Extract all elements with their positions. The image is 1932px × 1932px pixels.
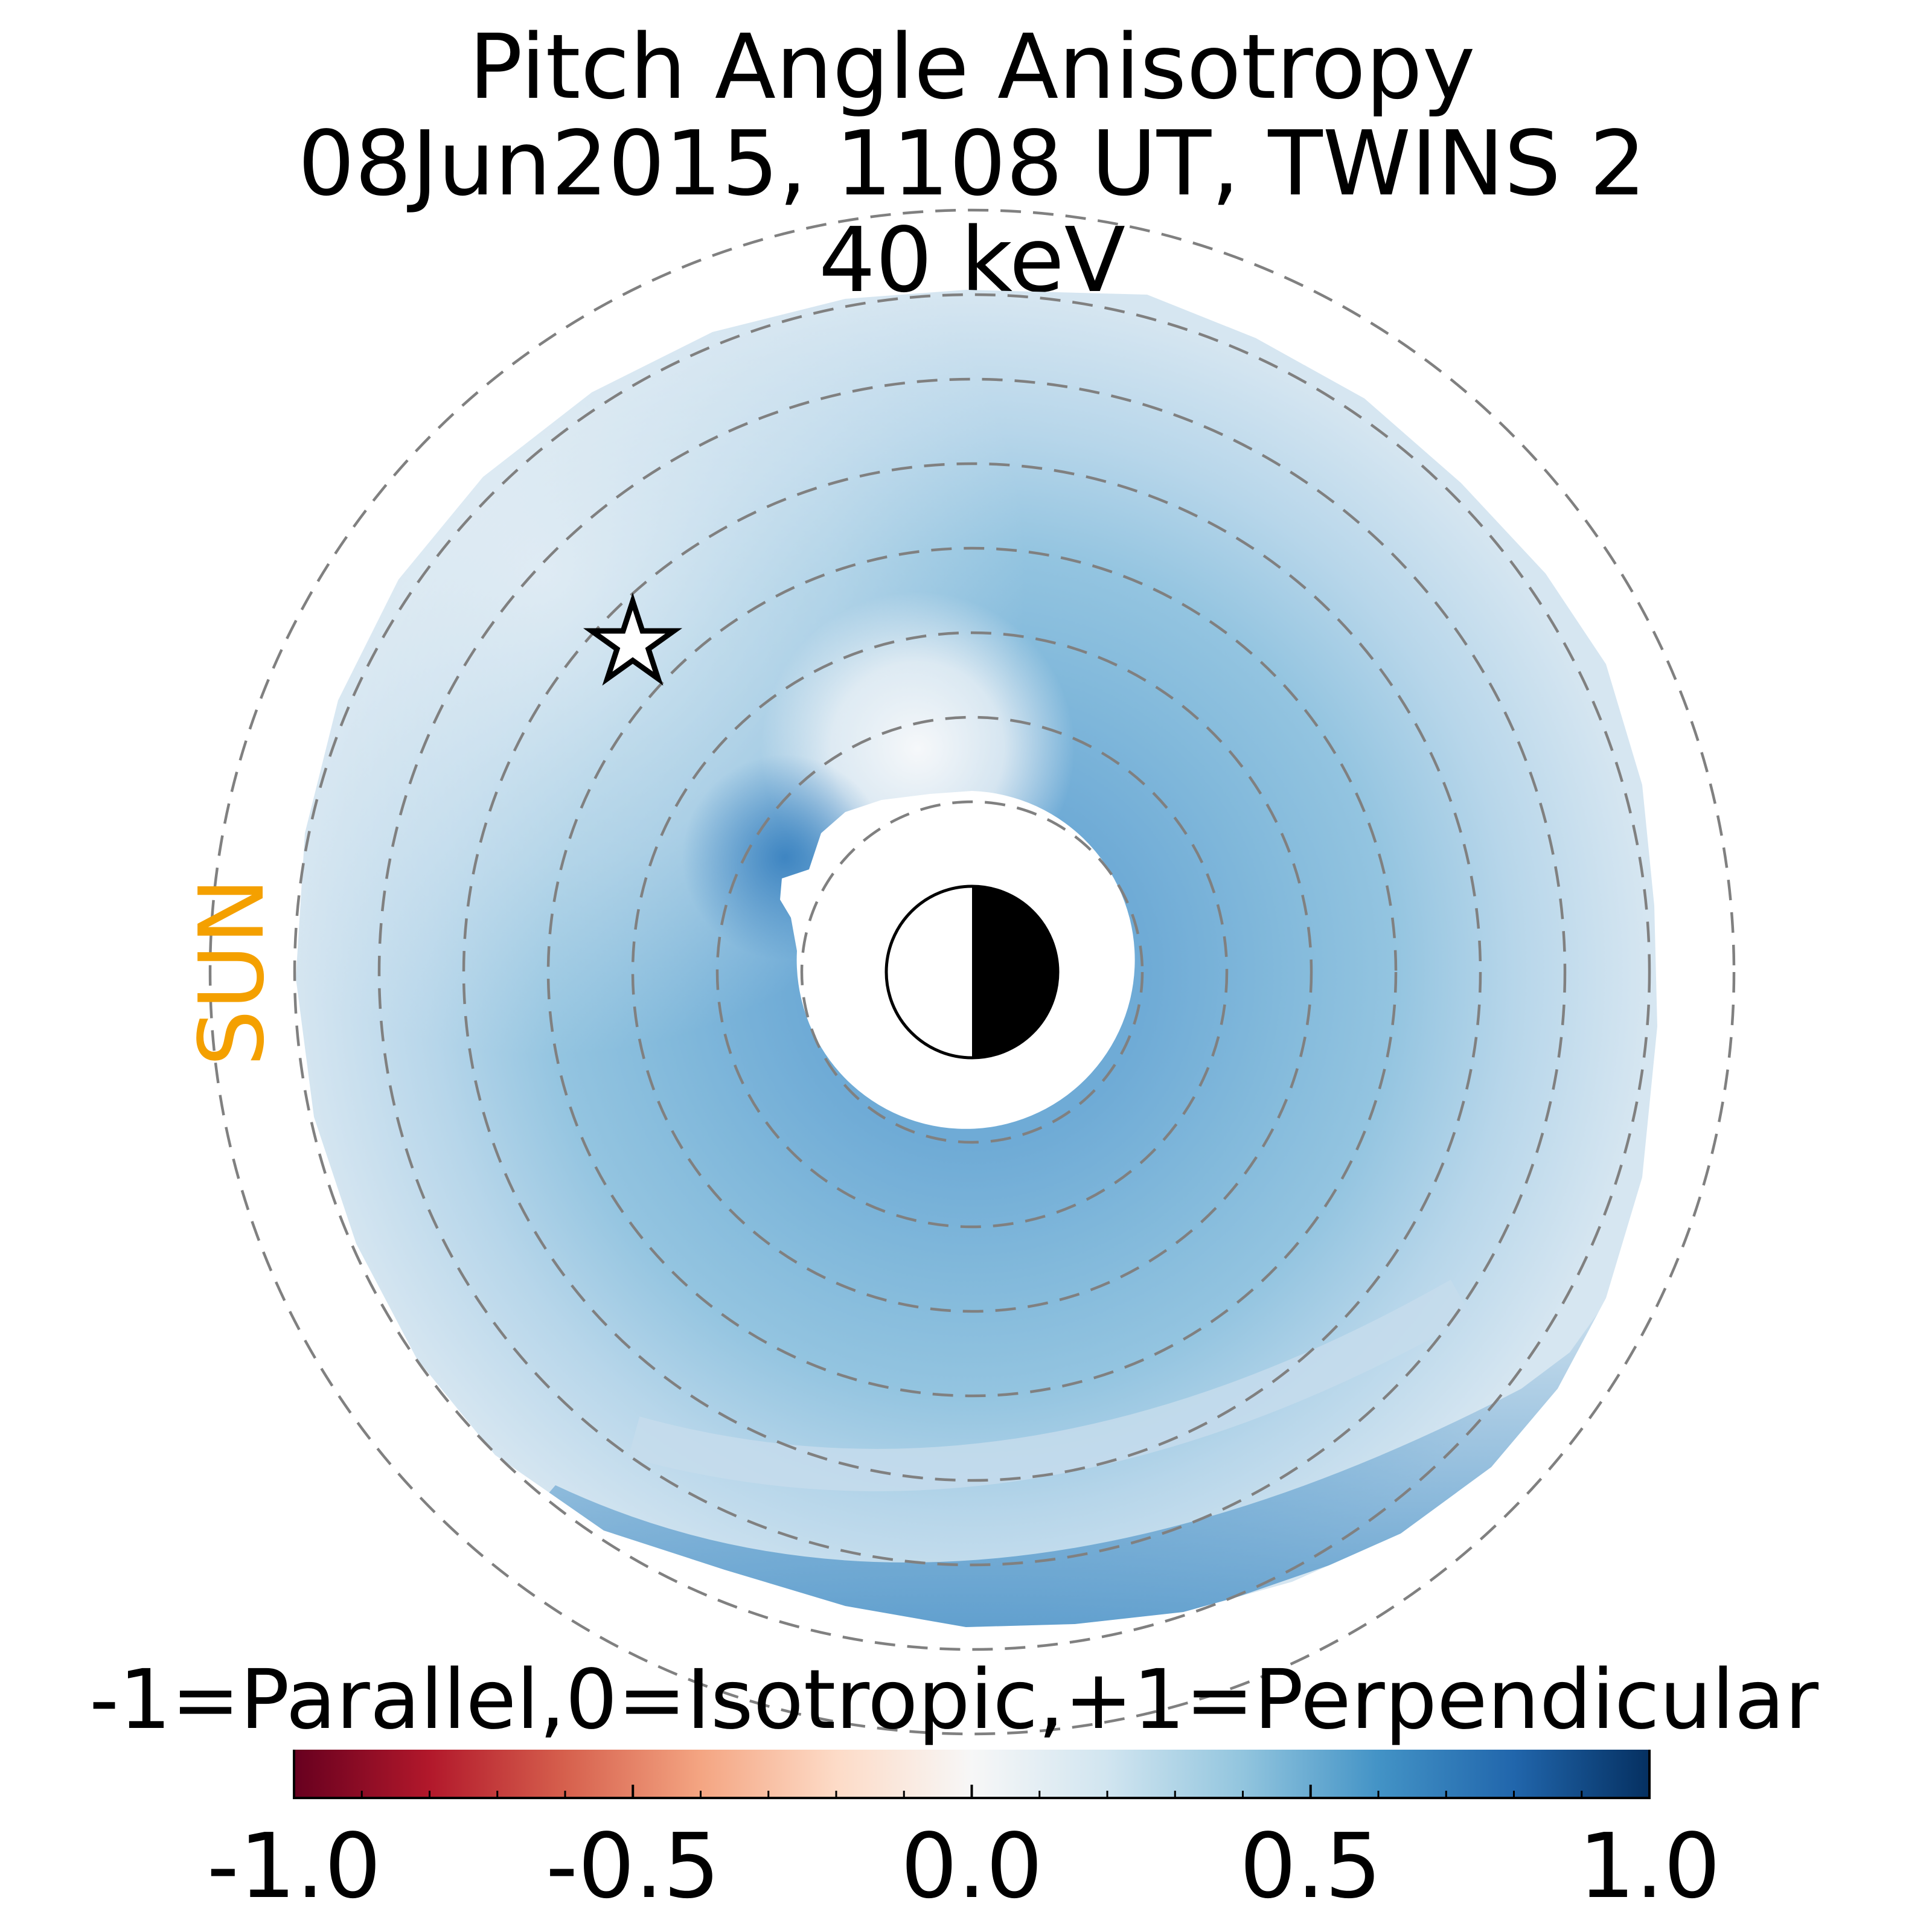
radial-ring (377, 377, 1567, 1567)
colorbar-tick-label: -1.0 (207, 1814, 382, 1918)
star-marker-icon (583, 592, 683, 686)
radial-ring (462, 462, 1482, 1482)
colorbar-tick-label: -0.5 (546, 1814, 720, 1918)
sun-direction-label: SUN (180, 878, 284, 1067)
dusk-arc-light-band (628, 1279, 1472, 1491)
earth-outline (884, 884, 1060, 1060)
inner-data-gap (780, 791, 1135, 1129)
radial-ring (546, 546, 1398, 1398)
colorbar-label: -1=Parallel,0=Isotropic,+1=Perpendicular (89, 1652, 1818, 1748)
radial-ring (715, 715, 1229, 1229)
colorbar-ticks: -1.0 -0.5 0.0 0.5 1.0 (207, 1750, 1721, 1918)
earth-icon (884, 884, 1060, 1060)
radial-grid-rings (208, 208, 1736, 1736)
chart-title-line-1: Pitch Angle Anisotropy (469, 15, 1475, 119)
colorbar-tick-label: 1.0 (1578, 1814, 1720, 1918)
colorbar-tick-label: 0.5 (1239, 1814, 1381, 1918)
radial-ring (800, 800, 1144, 1144)
earth-night-side (972, 886, 1058, 1058)
radial-ring (631, 631, 1313, 1313)
radial-ring (293, 293, 1651, 1651)
dusk-arc-high-anisotropy (483, 1268, 1657, 1627)
colorbar-tick-label: 0.0 (901, 1814, 1043, 1918)
radial-ring (208, 208, 1736, 1736)
chart-title-line-2: 08Jun2015, 1108 UT, TWINS 2 (298, 112, 1646, 216)
